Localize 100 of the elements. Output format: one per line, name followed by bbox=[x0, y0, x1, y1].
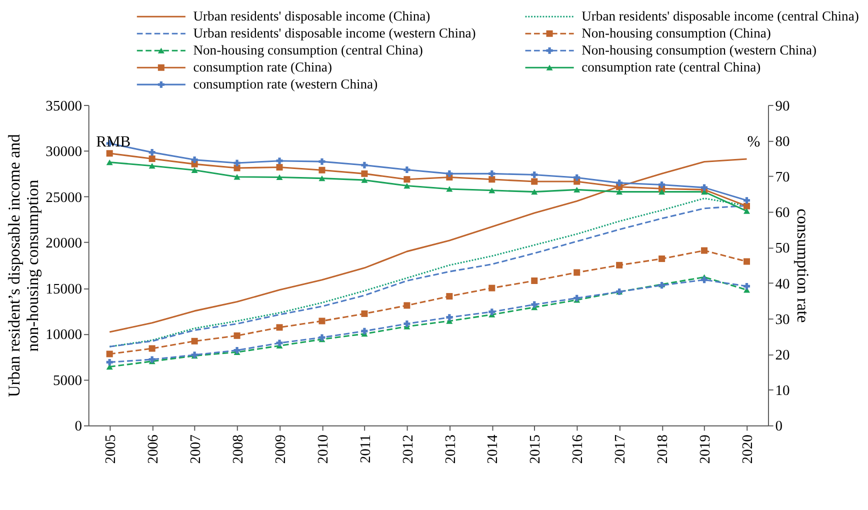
point bbox=[744, 258, 750, 265]
point bbox=[234, 174, 240, 180]
point bbox=[404, 166, 410, 174]
x-tick-label: 2016 bbox=[570, 434, 586, 464]
y-axis-title: Urban resident’s disposable income and non-housing consumption bbox=[4, 133, 42, 398]
point bbox=[446, 293, 453, 300]
x-tick-label: 2015 bbox=[528, 434, 544, 464]
point bbox=[701, 276, 708, 284]
x-tick-label: 2008 bbox=[230, 434, 246, 464]
point bbox=[531, 178, 538, 185]
y-tick-label: 15000 bbox=[46, 281, 82, 298]
point bbox=[106, 358, 113, 366]
point bbox=[404, 182, 410, 189]
x-tick-label: 2007 bbox=[188, 434, 204, 464]
point bbox=[318, 166, 326, 174]
legend-label: consumption rate (China) bbox=[193, 59, 332, 74]
point bbox=[574, 294, 580, 302]
point bbox=[361, 177, 368, 183]
y-tick-label: 0 bbox=[74, 418, 82, 435]
legend-label: Urban residents' disposable income (China) bbox=[193, 8, 430, 24]
point bbox=[361, 162, 368, 168]
x-tick-label: 2011 bbox=[358, 434, 374, 464]
y2-tick-label: 70 bbox=[775, 170, 790, 186]
point bbox=[404, 320, 410, 328]
x-tick-label: 2006 bbox=[145, 434, 162, 464]
point bbox=[276, 158, 283, 164]
point bbox=[234, 332, 240, 339]
point bbox=[744, 282, 750, 290]
y2-tick-label: 30 bbox=[775, 312, 790, 328]
y-tick-label: 30000 bbox=[46, 144, 82, 160]
point bbox=[106, 350, 113, 358]
point bbox=[488, 170, 496, 177]
y2-tick-label: 90 bbox=[775, 98, 790, 114]
point bbox=[148, 149, 156, 156]
y2-tick-label: 40 bbox=[775, 276, 790, 292]
point bbox=[404, 176, 410, 183]
point bbox=[531, 277, 538, 284]
y2-tick-label: 10 bbox=[775, 383, 790, 400]
point bbox=[531, 171, 538, 178]
x-tick-label: 2010 bbox=[315, 434, 332, 464]
point bbox=[658, 181, 666, 188]
point bbox=[488, 188, 496, 194]
point bbox=[616, 262, 623, 268]
y-tick-label: 5000 bbox=[52, 372, 82, 389]
point bbox=[148, 155, 156, 162]
point bbox=[318, 334, 326, 341]
point bbox=[531, 189, 538, 195]
x-tick-label: 2014 bbox=[485, 434, 502, 464]
point bbox=[488, 176, 496, 183]
point bbox=[191, 338, 198, 344]
point bbox=[276, 340, 283, 346]
point bbox=[191, 167, 198, 173]
point bbox=[361, 170, 368, 177]
legend-label: Non-housing consumption (central China) bbox=[193, 42, 423, 58]
point bbox=[191, 156, 198, 164]
y2-axis-title: consumption rate bbox=[794, 208, 813, 323]
point bbox=[318, 175, 326, 182]
point bbox=[744, 197, 750, 204]
x-tick-label: 2009 bbox=[272, 434, 289, 464]
annotation: RMB bbox=[96, 134, 131, 151]
y-tick-label: 25000 bbox=[46, 190, 82, 206]
point bbox=[276, 174, 283, 180]
x-tick-label: 2018 bbox=[655, 434, 672, 464]
point bbox=[446, 314, 453, 321]
y-tick-label: 10000 bbox=[46, 327, 82, 344]
x-tick-label: 2013 bbox=[442, 434, 459, 464]
legend-label: Non-housing consumption (western China) bbox=[582, 42, 817, 58]
legend-label: Urban residents' disposable income (western China) bbox=[193, 25, 476, 40]
x-tick-label: 2020 bbox=[740, 434, 756, 464]
y2-tick-label: 50 bbox=[775, 240, 790, 257]
point bbox=[658, 256, 666, 262]
y2-tick-label: 60 bbox=[775, 205, 790, 222]
point bbox=[361, 310, 368, 317]
point bbox=[488, 284, 496, 292]
point bbox=[701, 247, 708, 254]
point bbox=[361, 328, 368, 334]
point bbox=[574, 269, 580, 276]
legend-label: Non-housing consumption (China) bbox=[582, 25, 771, 40]
annotation: % bbox=[747, 134, 760, 151]
point bbox=[658, 189, 666, 195]
point bbox=[234, 160, 240, 166]
point bbox=[318, 158, 326, 165]
y-tick-label: 35000 bbox=[46, 98, 82, 114]
x-tick-label: 2019 bbox=[698, 434, 714, 464]
x-tick-label: 2005 bbox=[102, 434, 119, 464]
point bbox=[148, 163, 156, 169]
point bbox=[574, 174, 580, 181]
y2-tick-label: 80 bbox=[775, 134, 790, 150]
point bbox=[106, 150, 113, 157]
point bbox=[404, 302, 410, 309]
point bbox=[488, 308, 496, 316]
y2-tick-label: 20 bbox=[775, 348, 790, 364]
y-tick-label: 20000 bbox=[46, 236, 82, 252]
point bbox=[446, 170, 453, 177]
point bbox=[616, 189, 623, 195]
point bbox=[616, 180, 623, 186]
point bbox=[318, 318, 326, 324]
legend-label: Urban residents' disposable income (central China) bbox=[582, 8, 859, 24]
x-tick-label: 2012 bbox=[400, 434, 416, 464]
point bbox=[276, 324, 283, 331]
